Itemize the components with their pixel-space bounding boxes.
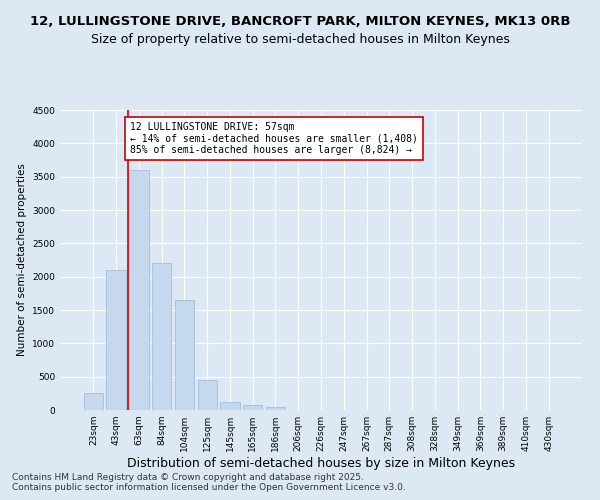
Text: Contains HM Land Registry data © Crown copyright and database right 2025.
Contai: Contains HM Land Registry data © Crown c… xyxy=(12,473,406,492)
X-axis label: Distribution of semi-detached houses by size in Milton Keynes: Distribution of semi-detached houses by … xyxy=(127,457,515,470)
Bar xyxy=(175,300,194,410)
Bar xyxy=(197,380,217,410)
Text: 12 LULLINGSTONE DRIVE: 57sqm
← 14% of semi-detached houses are smaller (1,408)
8: 12 LULLINGSTONE DRIVE: 57sqm ← 14% of se… xyxy=(130,122,418,155)
Bar xyxy=(106,270,126,410)
Bar xyxy=(84,394,103,410)
Bar xyxy=(243,405,262,410)
Text: 12, LULLINGSTONE DRIVE, BANCROFT PARK, MILTON KEYNES, MK13 0RB: 12, LULLINGSTONE DRIVE, BANCROFT PARK, M… xyxy=(30,15,570,28)
Bar xyxy=(152,264,172,410)
Bar xyxy=(129,170,149,410)
Text: Size of property relative to semi-detached houses in Milton Keynes: Size of property relative to semi-detach… xyxy=(91,32,509,46)
Y-axis label: Number of semi-detached properties: Number of semi-detached properties xyxy=(17,164,26,356)
Bar xyxy=(266,406,285,410)
Bar xyxy=(220,402,239,410)
